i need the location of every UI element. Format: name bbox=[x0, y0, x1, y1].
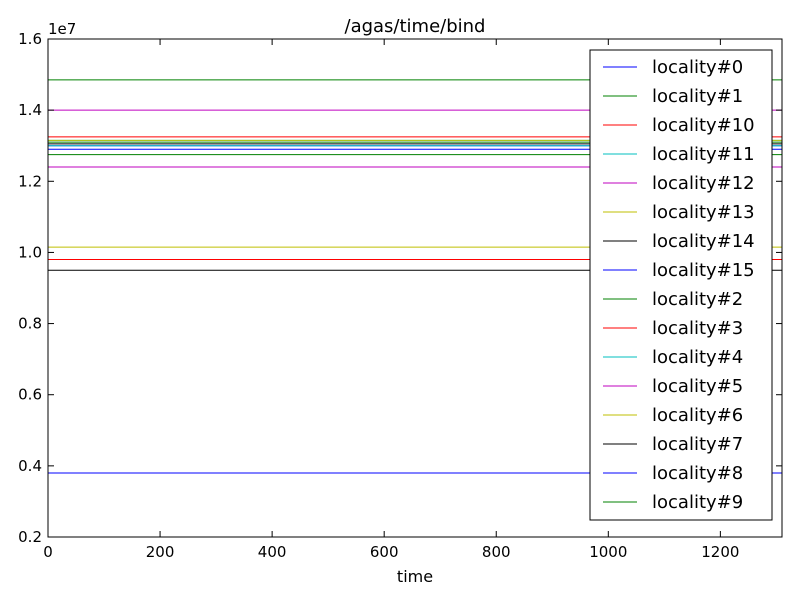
legend-label: locality#12 bbox=[652, 173, 755, 194]
legend-entry: locality#0 bbox=[603, 57, 743, 78]
legend-entry: locality#5 bbox=[603, 376, 743, 397]
legend-label: locality#14 bbox=[652, 231, 755, 252]
legend-label: locality#1 bbox=[652, 86, 743, 107]
legend-label: locality#7 bbox=[652, 434, 743, 455]
x-axis-label: time bbox=[397, 567, 433, 586]
legend-label: locality#13 bbox=[652, 202, 755, 223]
legend-label: locality#5 bbox=[652, 376, 743, 397]
legend-label: locality#9 bbox=[652, 492, 743, 513]
x-tick-label: 1000 bbox=[589, 543, 627, 561]
y-tick-label: 1.2 bbox=[18, 172, 42, 190]
legend-label: locality#6 bbox=[652, 405, 743, 426]
x-tick-label: 400 bbox=[258, 543, 287, 561]
legend-entry: locality#14 bbox=[603, 231, 755, 252]
x-tick-label: 0 bbox=[43, 543, 53, 561]
plot-frame bbox=[47, 38, 783, 538]
legend-entry: locality#15 bbox=[603, 260, 755, 281]
legend-label: locality#3 bbox=[652, 318, 743, 339]
y-tick-label: 0.8 bbox=[18, 315, 42, 333]
y-tick-label: 1.0 bbox=[18, 243, 42, 261]
legend-label: locality#0 bbox=[652, 57, 743, 78]
legend-label: locality#2 bbox=[652, 289, 743, 310]
x-tick-label: 800 bbox=[482, 543, 511, 561]
x-tick-label: 200 bbox=[146, 543, 175, 561]
legend-entry: locality#2 bbox=[603, 289, 743, 310]
legend-entry: locality#11 bbox=[603, 144, 755, 165]
legend-entry: locality#4 bbox=[603, 347, 743, 368]
y-tick-label: 0.4 bbox=[18, 457, 42, 475]
legend-label: locality#10 bbox=[652, 115, 755, 136]
legend-entry: locality#9 bbox=[603, 492, 743, 513]
legend-label: locality#8 bbox=[652, 463, 743, 484]
legend-entry: locality#10 bbox=[603, 115, 755, 136]
legend-entry: locality#8 bbox=[603, 463, 743, 484]
legend-entry: locality#6 bbox=[603, 405, 743, 426]
legend-entry: locality#3 bbox=[603, 318, 743, 339]
legend-entry: locality#1 bbox=[603, 86, 743, 107]
legend-entry: locality#7 bbox=[603, 434, 743, 455]
y-tick-label: 1.6 bbox=[18, 30, 42, 48]
y-tick-label: 1.4 bbox=[18, 101, 42, 119]
legend-box bbox=[589, 49, 773, 521]
x-tick-label: 600 bbox=[370, 543, 399, 561]
legend-label: locality#15 bbox=[652, 260, 755, 281]
y-tick-label: 0.2 bbox=[18, 528, 42, 546]
legend-entry: locality#13 bbox=[603, 202, 755, 223]
y-tick-label: 0.6 bbox=[18, 386, 42, 404]
legend-entry: locality#12 bbox=[603, 173, 755, 194]
y-scale-label: 1e7 bbox=[48, 20, 76, 38]
legend-label: locality#4 bbox=[652, 347, 743, 368]
y-axis: 0.2 0.4 0.6 0.8 1.0 1.2 1.4 1.6 bbox=[18, 30, 782, 546]
x-axis: 0 200 400 600 800 1000 1200 bbox=[43, 39, 739, 561]
legend: locality#0 locality#1 locality#10 locality#… bbox=[589, 49, 773, 521]
x-tick-label: 1200 bbox=[701, 543, 739, 561]
chart-title: /agas/time/bind bbox=[345, 16, 486, 37]
legend-label: locality#11 bbox=[652, 144, 755, 165]
